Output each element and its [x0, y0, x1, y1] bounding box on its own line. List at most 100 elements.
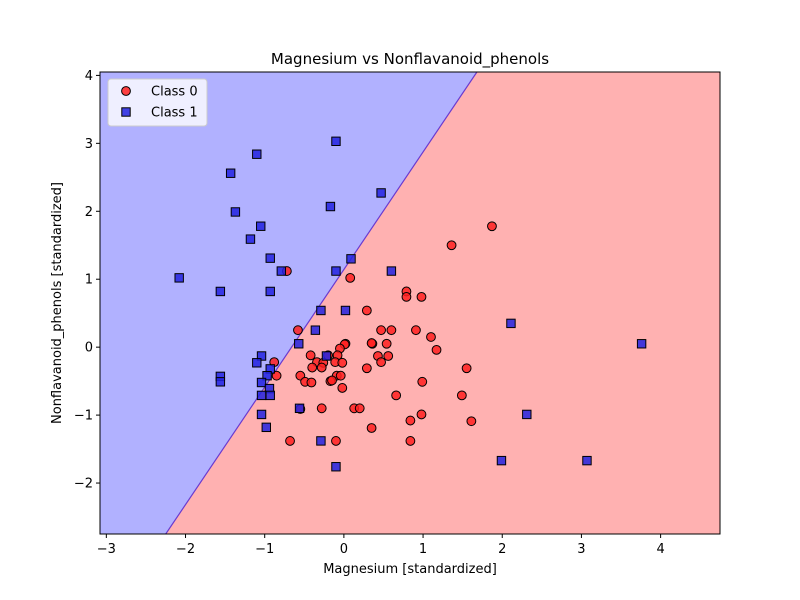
data-point-class-1 [230, 207, 241, 217]
data-point-class-0 [361, 305, 372, 316]
y-tick-label: 2 [85, 205, 93, 220]
data-point-class-1 [256, 409, 267, 420]
scatter-markers [174, 136, 647, 472]
data-point-class-0 [293, 325, 303, 336]
y-tick-label: 4 [85, 69, 93, 84]
x-tick-label: 4 [656, 542, 664, 557]
data-point-class-1 [252, 149, 262, 159]
y-tick-label: −1 [74, 409, 93, 424]
legend-label: Class 0 [151, 85, 198, 100]
data-point-class-0 [456, 390, 467, 401]
data-point-class-1 [316, 305, 326, 316]
data-point-class-1 [265, 253, 275, 263]
data-point-class-0 [411, 325, 421, 336]
data-point-class-0 [446, 240, 457, 251]
y-tick-label: 0 [85, 341, 93, 356]
data-point-class-0 [401, 291, 412, 302]
y-tick-label: 3 [85, 137, 93, 152]
decision-region-class-0 [165, 72, 720, 534]
data-point-class-1 [331, 266, 341, 276]
x-tick-label: 0 [340, 542, 348, 557]
data-point-class-1 [256, 377, 267, 388]
data-point-class-1 [294, 403, 305, 414]
data-point-class-0 [405, 415, 416, 426]
data-point-class-0 [386, 325, 397, 336]
data-point-class-1 [252, 358, 262, 368]
data-point-class-0 [305, 350, 316, 361]
decision-boundary-line [165, 72, 478, 534]
data-point-class-0 [337, 383, 348, 393]
data-point-class-1 [331, 462, 341, 472]
data-point-class-1 [346, 254, 356, 264]
chart-title: Magnesium vs Nonflavanoid_phenols [271, 50, 549, 69]
data-point-class-1 [506, 318, 516, 329]
data-point-class-0 [327, 375, 337, 386]
y-tick-label: −2 [74, 477, 93, 492]
x-axis-ticks: −3 −2 −1 0 1 2 3 4 [97, 534, 665, 557]
data-point-class-0 [354, 403, 365, 414]
data-point-class-0 [416, 291, 427, 302]
data-point-class-1 [265, 390, 275, 401]
data-point-class-0 [337, 357, 348, 368]
data-point-class-0 [306, 377, 317, 388]
data-point-class-1 [325, 201, 336, 212]
x-tick-label: −3 [97, 542, 116, 557]
data-point-class-1 [340, 305, 351, 316]
data-point-class-0 [405, 436, 416, 446]
data-point-class-0 [335, 370, 346, 381]
legend-box [107, 78, 208, 127]
data-point-class-0 [417, 376, 428, 387]
y-axis-label: Nonflavanoid_phenols [standardized] [50, 182, 65, 424]
axes-frame [99, 71, 721, 535]
data-point-class-0 [466, 416, 477, 427]
data-point-class-0 [376, 325, 386, 336]
data-point-class-0 [285, 436, 295, 446]
data-point-class-1 [310, 325, 321, 335]
data-point-class-0 [416, 409, 427, 420]
data-point-class-0 [431, 344, 442, 355]
data-point-class-0 [383, 351, 394, 361]
x-axis-label: Magnesium [standardized] [323, 562, 497, 577]
data-point-class-1 [225, 168, 236, 178]
data-point-class-1 [245, 234, 256, 244]
decision-region-class-1 [100, 72, 477, 534]
x-tick-label: 1 [419, 542, 427, 557]
data-point-class-1 [262, 370, 272, 381]
data-point-class-0 [376, 357, 386, 368]
data-point-class-1 [276, 266, 287, 276]
data-point-class-1 [256, 351, 267, 361]
data-point-class-1 [522, 409, 532, 420]
plot-area: −3 −2 −1 0 1 2 3 4 −2 −1 0 1 2 3 4 [74, 69, 721, 557]
legend-marker-class-1 [121, 107, 131, 117]
data-point-class-0 [345, 272, 356, 283]
data-point-class-0 [381, 338, 392, 349]
decision-regions [100, 72, 720, 534]
data-point-class-0 [331, 436, 341, 446]
data-point-class-1 [386, 266, 397, 276]
data-point-class-1 [256, 221, 266, 231]
data-point-class-1 [331, 136, 341, 147]
data-point-class-1 [215, 377, 226, 387]
x-tick-label: −1 [255, 542, 274, 557]
data-point-class-1 [294, 339, 304, 349]
data-point-class-1 [582, 455, 592, 466]
x-tick-label: 3 [577, 542, 585, 557]
data-point-class-1 [261, 422, 271, 433]
data-point-class-0 [391, 390, 402, 401]
data-point-class-1 [321, 351, 332, 361]
data-point-class-0 [366, 423, 377, 433]
data-point-class-1 [174, 273, 184, 283]
y-axis-ticks: −2 −1 0 1 2 3 4 [74, 69, 100, 492]
data-point-class-1 [496, 455, 507, 466]
data-point-class-1 [376, 188, 386, 198]
data-point-class-0 [361, 363, 372, 374]
data-point-class-0 [426, 332, 436, 342]
legend-items: Class 0 Class 1 [121, 85, 198, 121]
data-point-class-0 [461, 363, 472, 374]
data-point-class-1 [265, 286, 275, 297]
data-point-class-1 [256, 390, 267, 401]
legend-label: Class 1 [151, 106, 198, 121]
data-point-class-0 [487, 221, 497, 232]
y-tick-label: 1 [85, 273, 93, 288]
